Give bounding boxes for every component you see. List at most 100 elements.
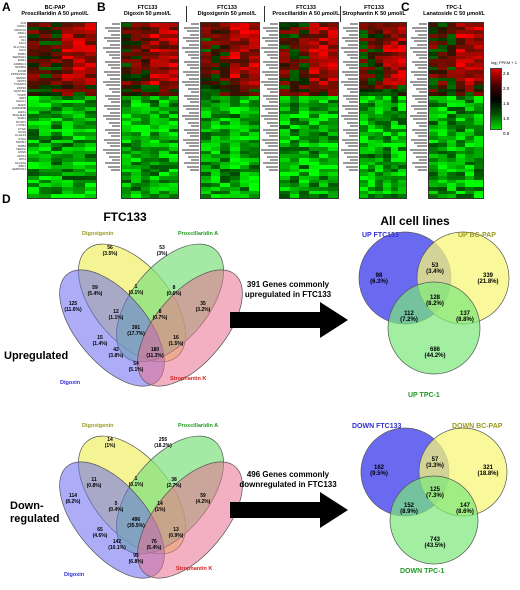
gene-label-mark bbox=[346, 30, 358, 33]
heatmap-cell bbox=[438, 154, 448, 159]
heatmap-cell bbox=[62, 183, 74, 188]
heatmap-cell bbox=[367, 33, 376, 39]
heatmap-cell bbox=[249, 95, 259, 101]
heatmap-cell bbox=[390, 157, 399, 163]
heatmap-cell bbox=[150, 26, 160, 31]
heatmap-cell bbox=[398, 48, 406, 53]
gene-label-mark bbox=[269, 67, 278, 70]
heatmap-b4-title: FTC133 Strophantin K 50 μmol/L bbox=[342, 5, 406, 17]
heatmap-cell bbox=[168, 106, 178, 111]
heatmap-cell bbox=[73, 176, 86, 181]
heatmap-cell bbox=[239, 30, 250, 35]
heatmap-cell bbox=[230, 37, 241, 42]
heatmap-cell bbox=[131, 103, 142, 108]
heatmap-cell bbox=[73, 187, 86, 192]
heatmap-cell bbox=[159, 99, 170, 104]
heatmap-cell bbox=[159, 88, 170, 93]
heatmap-cell bbox=[39, 179, 52, 184]
heatmap-cell bbox=[239, 37, 250, 42]
heatmap-cell bbox=[360, 70, 369, 75]
heatmap-cell bbox=[210, 136, 221, 141]
gene-label-mark bbox=[341, 114, 358, 117]
heatmap-cell bbox=[438, 146, 448, 152]
heatmap-cell bbox=[201, 125, 212, 130]
heatmap-cell bbox=[465, 110, 475, 115]
gene-label-mark bbox=[103, 114, 120, 117]
heatmap-cell bbox=[230, 128, 241, 133]
heatmap-cell bbox=[122, 103, 132, 108]
gene-label-mark bbox=[183, 70, 199, 73]
panel-letter-c: C bbox=[401, 0, 410, 14]
gene-label-mark bbox=[410, 148, 427, 151]
gene-label-mark bbox=[415, 97, 427, 100]
heatmap-cell bbox=[280, 41, 291, 46]
heatmap-cell bbox=[50, 95, 63, 101]
heatmap-cell bbox=[367, 176, 376, 181]
heatmap-cell bbox=[150, 190, 160, 195]
venn4-up-value: 8 (0.7%) bbox=[152, 309, 168, 321]
heatmap-cell bbox=[367, 103, 376, 108]
heatmap-cell bbox=[318, 136, 329, 141]
heatmap-cell bbox=[390, 95, 399, 101]
heatmap-cell bbox=[239, 95, 250, 101]
heatmap-cell bbox=[318, 95, 329, 101]
heatmap-cell bbox=[249, 128, 259, 133]
venn4-down-value: 13 (0.9%) bbox=[168, 527, 184, 539]
heatmap-cell bbox=[220, 44, 231, 50]
heatmap-cell bbox=[50, 70, 63, 75]
gene-label: SLC7A11 bbox=[13, 44, 26, 49]
heatmap-cell bbox=[201, 74, 212, 79]
heatmap-cell bbox=[280, 63, 291, 68]
heatmap-cell bbox=[367, 106, 376, 111]
heatmap-cell bbox=[474, 139, 483, 144]
heatmap-cell bbox=[220, 117, 231, 122]
heatmap-cell bbox=[168, 37, 178, 42]
heatmap-cell bbox=[159, 117, 170, 122]
heatmap-cell bbox=[289, 52, 300, 57]
venn4-up-value: 12 (1.1%) bbox=[108, 309, 124, 321]
heatmap-cell bbox=[299, 26, 310, 31]
heatmap-cell bbox=[318, 48, 329, 53]
heatmap-cell bbox=[367, 48, 376, 53]
heatmap-cell bbox=[289, 59, 300, 64]
heatmap-cell bbox=[360, 154, 369, 159]
heatmap-cell bbox=[150, 81, 160, 86]
heatmap-cell bbox=[84, 88, 96, 93]
heatmap-cell bbox=[280, 23, 291, 28]
heatmap-cell bbox=[474, 121, 483, 126]
heatmap-cell bbox=[438, 161, 448, 166]
heatmap-cell bbox=[456, 88, 466, 93]
heatmap-cell bbox=[73, 128, 86, 133]
heatmap-cell bbox=[131, 117, 142, 122]
heatmap-cell bbox=[280, 103, 291, 108]
heatmap-cell bbox=[318, 63, 329, 68]
heatmap-cell bbox=[73, 55, 86, 60]
gene-label-mark bbox=[263, 60, 278, 63]
heatmap-cell bbox=[84, 179, 96, 184]
gene-label: SNAI1 bbox=[17, 116, 26, 121]
heatmap-cell bbox=[390, 154, 399, 159]
heatmap-cell bbox=[474, 26, 483, 31]
heatmap-cell bbox=[375, 150, 384, 155]
heatmap-cell bbox=[122, 136, 132, 141]
heatmap-cell bbox=[474, 95, 483, 101]
heatmap-cell bbox=[84, 63, 96, 68]
heatmap-cell bbox=[168, 157, 178, 163]
heatmap-cell bbox=[150, 114, 160, 119]
gene-label-mark bbox=[416, 155, 427, 158]
heatmap-cell bbox=[50, 161, 63, 166]
heatmap-cell bbox=[328, 161, 338, 166]
heatmap-cell bbox=[447, 136, 457, 141]
heatmap-cell bbox=[239, 48, 250, 53]
heatmap-cell bbox=[309, 128, 320, 133]
heatmap-cell bbox=[328, 187, 338, 192]
heatmap-cell bbox=[122, 59, 132, 64]
heatmap-cell bbox=[131, 179, 142, 184]
heatmap-cell bbox=[280, 66, 291, 71]
heatmap-cell bbox=[360, 55, 369, 60]
arrow-right-icon bbox=[230, 492, 348, 528]
heatmap-cell bbox=[360, 37, 369, 42]
gene-label-mark bbox=[411, 138, 427, 141]
heatmap-cell bbox=[398, 59, 406, 64]
gene-label-mark bbox=[186, 40, 199, 43]
